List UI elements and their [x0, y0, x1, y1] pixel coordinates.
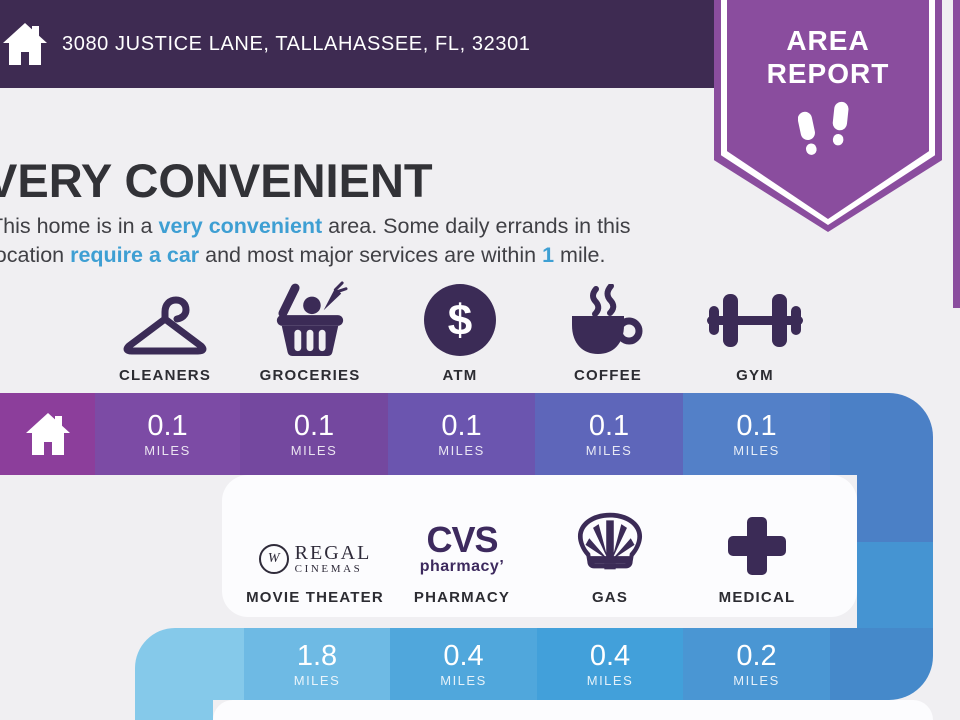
- distance-value: 0.1: [293, 409, 335, 442]
- regal-cinemas-logo: W REGAL CINEMAS: [258, 543, 372, 575]
- grocery-basket-icon: [276, 281, 348, 356]
- footprints-icon: [796, 101, 850, 157]
- amenity-label: PHARMACY: [413, 589, 511, 606]
- highlight-very-convenient: very convenient: [158, 213, 323, 238]
- distance-cell: 1.8 MILES: [244, 628, 390, 700]
- badge-title: AREA REPORT: [766, 25, 890, 89]
- distance-cell: 0.1 MILES: [240, 393, 388, 475]
- amenity-label: CLEANERS: [118, 367, 212, 384]
- coffee-cup-icon: [572, 284, 643, 354]
- amenity-label: COFFEE: [573, 367, 643, 384]
- distance-cell: 0.1 MILES: [683, 393, 830, 475]
- amenity-label: MEDICAL: [718, 589, 796, 606]
- hanger-icon: [123, 296, 207, 355]
- distance-unit: MILES: [438, 442, 485, 458]
- distance-value: 0.1: [736, 409, 777, 442]
- bar-cap: [135, 628, 244, 700]
- amenity-card-row3: [213, 700, 933, 720]
- distance-unit: MILES: [585, 442, 633, 458]
- bar-end-cap: [830, 393, 933, 475]
- property-address: 3080 JUSTICE LANE, TALLAHASSEE, FL, 3230…: [62, 32, 531, 55]
- header-bar: 3080 JUSTICE LANE, TALLAHASSEE, FL, 3230…: [0, 0, 717, 88]
- home-icon: [3, 23, 47, 65]
- dollar-circle-icon: $: [424, 284, 496, 356]
- dumbbell-icon: [707, 294, 803, 347]
- distance-unit: MILES: [586, 672, 634, 688]
- home-icon: [25, 413, 70, 455]
- area-report-badge: AREA REPORT: [714, 0, 942, 232]
- amenity-coffee: COFFEE: [533, 284, 683, 384]
- distance-cell: 0.4 MILES: [537, 628, 683, 700]
- amenity-pharmacy: CVS pharmacy’ PHARMACY: [387, 475, 537, 607]
- distance-cell: 0.4 MILES: [390, 628, 537, 700]
- bar-connector-right: [857, 474, 933, 542]
- distance-cell: 0.1 MILES: [388, 393, 535, 475]
- amenity-atm: $ ATM: [385, 284, 535, 384]
- distance-value: 0.1: [147, 409, 188, 442]
- amenity-label: MOVIE THEATER: [246, 589, 384, 606]
- distance-unit: MILES: [733, 672, 780, 688]
- highlight-one: 1: [542, 242, 555, 267]
- intro-text: This home is in a very convenient area. …: [0, 213, 631, 267]
- amenity-groceries: GROCERIES: [235, 281, 385, 384]
- bar-connector-right: [857, 542, 933, 628]
- amenity-label: GROCERIES: [259, 367, 361, 384]
- distance-value: 0.1: [441, 409, 482, 442]
- cvs-pharmacy-logo: CVS pharmacy’: [419, 519, 505, 575]
- distance-unit: MILES: [290, 442, 338, 458]
- distance-value: 0.4: [443, 639, 484, 672]
- amenity-label: GAS: [591, 589, 629, 606]
- bar-end-cap: [830, 628, 933, 700]
- distance-value: 0.1: [588, 409, 630, 442]
- amenity-card-row2: W REGAL CINEMAS MOVIE THEATER CVS pharma…: [222, 475, 857, 617]
- page-title: VERY CONVENIENT: [0, 154, 433, 208]
- medical-cross-icon: [728, 517, 786, 575]
- distance-value: 0.2: [736, 639, 777, 672]
- distance-unit: MILES: [293, 672, 341, 688]
- amenity-gas: GAS: [535, 475, 685, 606]
- shell-gas-icon: [577, 512, 643, 570]
- right-edge-ribbon: [953, 0, 960, 308]
- distance-cell: 0.1 MILES: [535, 393, 683, 475]
- amenity-medical: MEDICAL: [682, 475, 832, 606]
- distance-value: 0.4: [589, 639, 631, 672]
- highlight-require-a-car: require a car: [70, 242, 200, 267]
- distance-unit: MILES: [733, 442, 780, 458]
- amenity-label: ATM: [442, 367, 478, 384]
- regal-emblem: W: [258, 544, 289, 574]
- origin-home-cell: [0, 393, 95, 475]
- distance-cell: 0.2 MILES: [683, 628, 830, 700]
- amenity-movie-theater: W REGAL CINEMAS MOVIE THEATER: [240, 475, 390, 606]
- distance-cell: 0.1 MILES: [95, 393, 240, 475]
- svg-text:$: $: [448, 296, 472, 345]
- distance-value: 1.8: [296, 639, 338, 672]
- distance-unit: MILES: [440, 672, 487, 688]
- bar-connector-left: [135, 699, 213, 720]
- distance-unit: MILES: [144, 442, 191, 458]
- amenity-cleaners: CLEANERS: [90, 284, 240, 384]
- amenity-label: GYM: [736, 367, 774, 384]
- amenity-gym: GYM: [680, 284, 830, 384]
